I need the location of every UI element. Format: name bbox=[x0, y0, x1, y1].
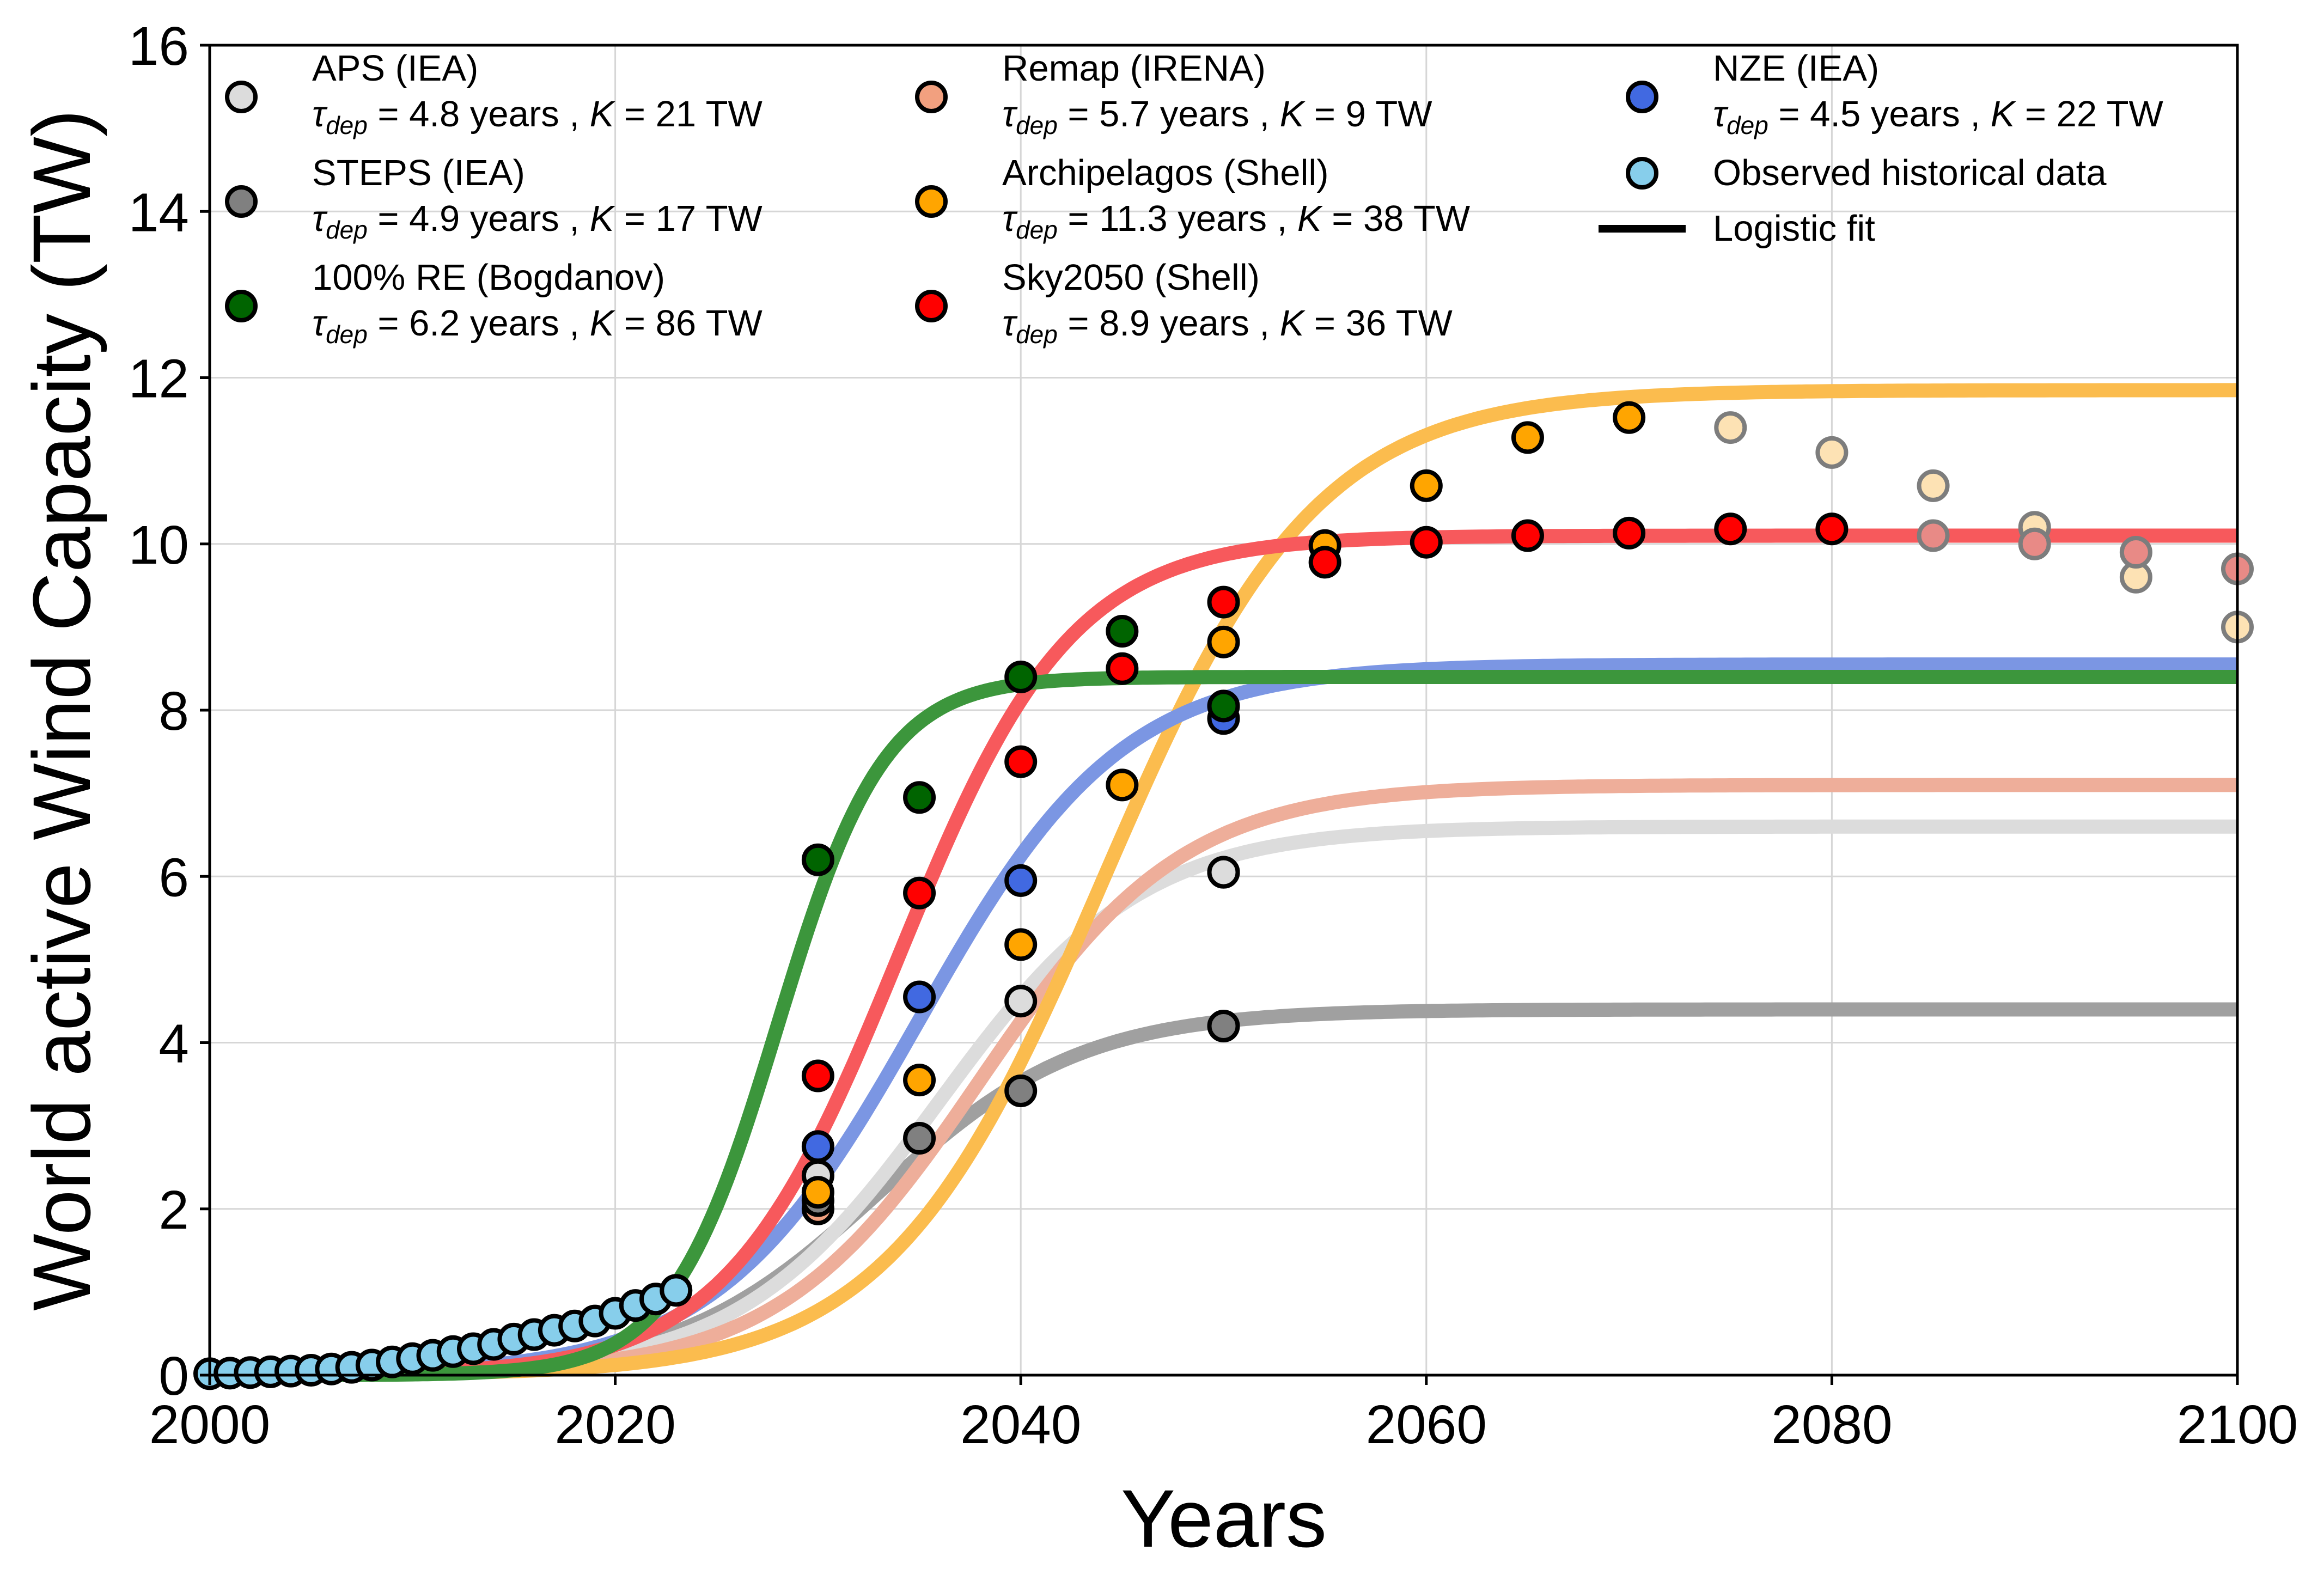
legend-label-remap-irena: Remap (IRENA) bbox=[1002, 48, 1266, 89]
legend-param-steps-iea: τdep = 4.9 years , K = 17 TW bbox=[312, 198, 763, 244]
point-sky2050-shell bbox=[903, 876, 936, 909]
point-sky2050-shell bbox=[1308, 546, 1341, 579]
y-tick-label: 0 bbox=[158, 1346, 189, 1407]
point-archipelagos-shell bbox=[1004, 928, 1038, 961]
legend-param-nze-iea: τdep = 4.5 years , K = 22 TW bbox=[1713, 94, 2164, 139]
legend-marker-steps-iea bbox=[225, 185, 258, 218]
faded-data-points bbox=[1714, 411, 2254, 644]
x-axis-label: Years bbox=[1121, 1473, 1327, 1564]
point-100-re-bogdanov bbox=[903, 781, 936, 814]
legend-marker-nze-iea bbox=[1626, 81, 1658, 113]
legend-label-steps-iea: STEPS (IEA) bbox=[312, 152, 525, 193]
point-nze-iea bbox=[903, 980, 936, 1014]
point-sky2050-shell bbox=[1815, 512, 1849, 546]
legend-label-aps-iea: APS (IEA) bbox=[312, 48, 478, 89]
y-tick-label: 6 bbox=[158, 847, 189, 908]
point-archipelagos-shell bbox=[1410, 469, 1443, 502]
legend-label-sky2050-shell: Sky2050 (Shell) bbox=[1002, 257, 1260, 298]
fit-line-100-re-bogdanov bbox=[210, 670, 2237, 1382]
x-tick-label: 2000 bbox=[149, 1394, 270, 1455]
point-sky2050-shell bbox=[1410, 526, 1443, 559]
point-archipelagos-shell bbox=[1511, 421, 1544, 454]
scenario-data-points bbox=[801, 401, 1849, 1225]
faded-point-aps-iea bbox=[1714, 411, 1747, 444]
legend-param-remap-irena: τdep = 5.7 years , K = 9 TW bbox=[1002, 94, 1432, 139]
legend-marker-remap-irena bbox=[915, 81, 948, 113]
point-nze-iea bbox=[1004, 864, 1038, 897]
legend-label-nze-iea: NZE (IEA) bbox=[1713, 48, 1879, 89]
legend-label-100-re-bogdanov: 100% RE (Bogdanov) bbox=[312, 257, 665, 298]
y-tick-label: 4 bbox=[158, 1014, 189, 1075]
faded-point-remap-irena bbox=[2119, 536, 2152, 569]
point-sky2050-shell bbox=[1613, 516, 1646, 550]
point-100-re-bogdanov bbox=[1207, 689, 1240, 723]
point-sky2050-shell bbox=[1004, 745, 1038, 778]
point-sky2050-shell bbox=[1207, 585, 1240, 619]
legend-label-archipelagos-shell: Archipelagos (Shell) bbox=[1002, 152, 1329, 193]
point-aps-iea bbox=[1207, 856, 1240, 889]
y-tick-label: 14 bbox=[129, 182, 189, 243]
point-100-re-bogdanov bbox=[1004, 660, 1038, 693]
point-steps-iea bbox=[1004, 1075, 1038, 1108]
point-sky2050-shell bbox=[1106, 652, 1139, 685]
x-tick-label: 2100 bbox=[2177, 1394, 2298, 1455]
legend-marker-100-re-bogdanov bbox=[225, 290, 258, 322]
y-tick-label: 10 bbox=[129, 515, 189, 576]
legend-label-historical: Observed historical data bbox=[1713, 152, 2107, 193]
legend-marker-sky2050-shell bbox=[915, 290, 948, 322]
point-archipelagos-shell bbox=[1207, 625, 1240, 658]
point-nze-iea bbox=[801, 1130, 834, 1163]
point-archipelagos-shell bbox=[801, 1176, 834, 1209]
x-tick-label: 2060 bbox=[1366, 1394, 1487, 1455]
point-sky2050-shell bbox=[1714, 512, 1747, 546]
faded-point-remap-irena bbox=[2018, 527, 2051, 560]
legend-marker-aps-iea bbox=[225, 81, 258, 113]
point-archipelagos-shell bbox=[903, 1064, 936, 1097]
historical-point bbox=[660, 1274, 693, 1307]
point-100-re-bogdanov bbox=[1106, 615, 1139, 648]
point-sky2050-shell bbox=[801, 1059, 834, 1092]
legend-param-aps-iea: τdep = 4.8 years , K = 21 TW bbox=[312, 94, 763, 139]
y-axis-label: World active Wind Capacity (TW) bbox=[16, 109, 107, 1311]
point-steps-iea bbox=[1207, 1009, 1240, 1042]
faded-point-remap-irena bbox=[1917, 519, 1950, 552]
faded-point-aps-iea bbox=[1917, 469, 1950, 502]
point-archipelagos-shell bbox=[1106, 768, 1139, 802]
y-tick-label: 8 bbox=[158, 681, 189, 742]
point-aps-iea bbox=[1004, 985, 1038, 1018]
legend-label-logistic-fit: Logistic fit bbox=[1713, 208, 1875, 249]
point-steps-iea bbox=[903, 1122, 936, 1155]
point-sky2050-shell bbox=[1511, 519, 1544, 552]
x-tick-label: 2020 bbox=[554, 1394, 675, 1455]
legend-param-100-re-bogdanov: τdep = 6.2 years , K = 86 TW bbox=[312, 303, 763, 349]
y-tick-label: 16 bbox=[129, 16, 189, 77]
legend-marker-historical bbox=[1626, 157, 1658, 190]
legend-marker-archipelagos-shell bbox=[915, 185, 948, 218]
legend-param-archipelagos-shell: τdep = 11.3 years , K = 38 TW bbox=[1002, 198, 1471, 244]
faded-point-aps-iea bbox=[1815, 436, 1849, 469]
axis-ticks: 2000 2020 2040 2060 2080 2100 0 2 4 6 8 10 12 14 16 bbox=[129, 16, 2298, 1455]
x-tick-label: 2080 bbox=[1771, 1394, 1892, 1455]
point-archipelagos-shell bbox=[1613, 401, 1646, 434]
legend: APS (IEA) τdep = 4.8 years , K = 21 TW STE… bbox=[225, 48, 2164, 349]
x-tick-label: 2040 bbox=[960, 1394, 1081, 1455]
y-tick-label: 2 bbox=[158, 1180, 189, 1241]
legend-param-sky2050-shell: τdep = 8.9 years , K = 36 TW bbox=[1002, 303, 1453, 349]
y-tick-label: 12 bbox=[129, 349, 189, 410]
point-100-re-bogdanov bbox=[801, 843, 834, 876]
